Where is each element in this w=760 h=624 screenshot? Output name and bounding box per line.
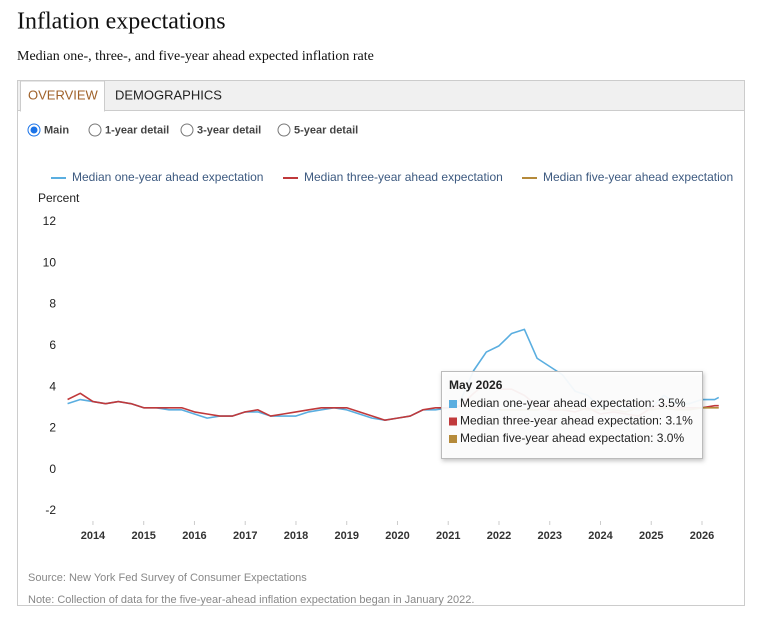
legend-label[interactable]: Median three-year ahead expectation xyxy=(304,170,503,184)
radio-label[interactable]: 5-year detail xyxy=(294,124,358,136)
x-tick-label: 2022 xyxy=(487,530,511,542)
legend-label[interactable]: Median five-year ahead expectation xyxy=(543,170,733,184)
x-tick-label: 2015 xyxy=(131,530,155,542)
radio-label[interactable]: 3-year detail xyxy=(197,124,261,136)
x-tick-label: 2017 xyxy=(233,530,257,542)
tab[interactable]: OVERVIEW xyxy=(28,87,99,102)
radio-dot xyxy=(30,126,38,134)
y-tick-label: 6 xyxy=(49,338,56,352)
page-title: Inflation expectations xyxy=(17,9,226,35)
x-tick-label: 2026 xyxy=(690,530,714,542)
y-tick-label: -2 xyxy=(45,503,56,517)
tooltip-line: Median three-year ahead expectation: 3.1… xyxy=(460,414,693,428)
source: Source: New York Fed Survey of Consumer … xyxy=(28,572,307,584)
panel xyxy=(17,80,745,606)
tooltip-line: Median one-year ahead expectation: 3.5% xyxy=(460,396,686,410)
radio-label[interactable]: 1-year detail xyxy=(105,124,169,136)
y-tick-label: 4 xyxy=(49,379,56,393)
x-tick-label: 2019 xyxy=(334,530,358,542)
x-tick-label: 2021 xyxy=(436,530,460,542)
tooltip-line: Median five-year ahead expectation: 3.0% xyxy=(460,431,684,445)
page-subtitle: Median one-, three-, and five-year ahead… xyxy=(17,49,374,64)
tab-bar xyxy=(18,81,744,110)
x-tick-label: 2020 xyxy=(385,530,409,542)
tooltip: May 2026 Median one-year ahead expectati… xyxy=(441,371,703,459)
y-tick-label: 12 xyxy=(43,214,57,228)
tooltip-title: May 2026 xyxy=(449,378,503,392)
y-tick-label: 10 xyxy=(43,255,57,269)
radio[interactable] xyxy=(180,123,194,137)
y-axis-label: Percent xyxy=(38,191,80,205)
x-tick-label: 2016 xyxy=(182,530,206,542)
radio[interactable] xyxy=(88,123,102,137)
radio-label[interactable]: Main xyxy=(44,124,69,136)
legend-label[interactable]: Median one-year ahead expectation xyxy=(72,170,263,184)
x-tick-label: 2023 xyxy=(537,530,561,542)
tooltip-box xyxy=(441,371,703,459)
note: Note: Collection of data for the five-ye… xyxy=(28,594,474,606)
tab-active-bg xyxy=(20,80,105,112)
y-tick-label: 0 xyxy=(49,462,56,476)
tab-active-join xyxy=(21,108,104,112)
y-tick-label: 2 xyxy=(49,421,56,435)
x-tick-label: 2025 xyxy=(639,530,663,542)
x-tick-label: 2024 xyxy=(588,530,613,542)
tooltip-swatch xyxy=(449,400,457,408)
y-tick-label: 8 xyxy=(49,297,56,311)
tab[interactable]: DEMOGRAPHICS xyxy=(115,87,222,102)
tooltip-swatch xyxy=(449,417,457,426)
tooltip-swatch xyxy=(449,435,457,443)
radio[interactable] xyxy=(277,123,291,137)
x-tick-label: 2018 xyxy=(284,530,308,542)
x-tick-label: 2014 xyxy=(81,530,106,542)
